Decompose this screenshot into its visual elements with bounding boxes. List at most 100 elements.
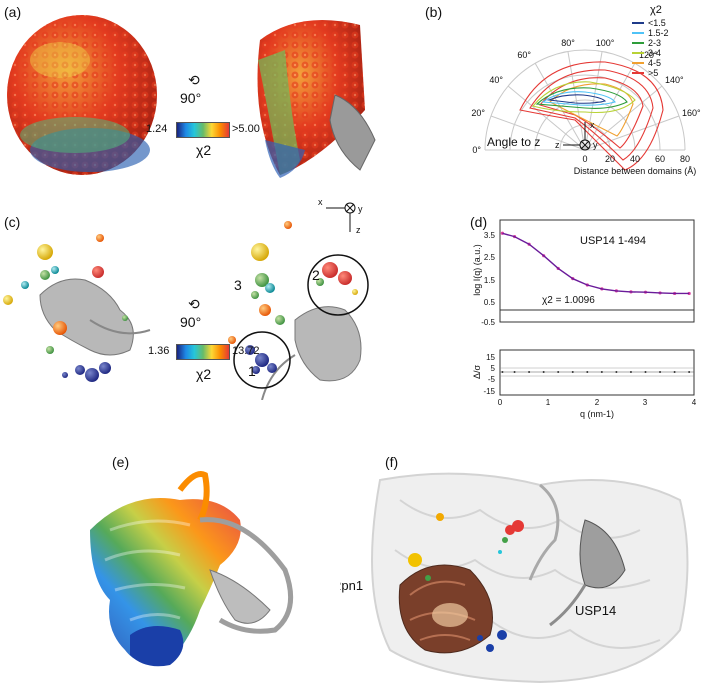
rotate-icon: ⟲ — [188, 296, 200, 312]
residual-point — [600, 371, 603, 373]
legend-label: >5 — [648, 68, 659, 78]
polar-legend-title: χ2 — [650, 4, 662, 16]
polar-axis-z: z — [555, 140, 560, 150]
res-tick: 5 — [491, 364, 496, 373]
cluster-label-2: 2 — [312, 267, 320, 283]
radial-tick-80: 80 — [680, 154, 690, 164]
panel-c-axis-y: y — [358, 204, 363, 214]
residual-point — [644, 371, 647, 373]
radial-tick-40: 40 — [630, 154, 640, 164]
angle-tick-20: 20° — [471, 108, 485, 118]
rotation-label-a: 90° — [180, 90, 202, 106]
saxs-chart: USP14 1-494 χ2 = 1.0096 3.5 2.5 1.5 0.5 … — [472, 219, 697, 419]
angle-tick-80: 80° — [561, 38, 575, 48]
legend-swatch — [632, 62, 644, 64]
x-tick: 3 — [643, 398, 648, 407]
angle-tick-60: 60° — [517, 50, 531, 60]
residual-point — [615, 371, 618, 373]
res-tick: -15 — [483, 387, 495, 396]
radial-tick-60: 60 — [655, 154, 665, 164]
rotation-label-c: 90° — [180, 314, 202, 330]
x-tick: 4 — [692, 398, 697, 407]
panel-c-axis-z: z — [356, 225, 361, 235]
colorbar-a-max: >5.00 — [232, 123, 260, 135]
label-rpn1: Rpn1 — [340, 578, 363, 593]
angle-tick-140: 140° — [665, 75, 684, 85]
residual-point — [571, 371, 574, 373]
legend-swatch — [632, 42, 644, 44]
polar-axis-y: y — [593, 140, 598, 150]
legend-swatch — [632, 52, 644, 54]
legend-label: <1.5 — [648, 18, 666, 28]
residual-point — [528, 371, 531, 373]
fit-curve — [502, 232, 690, 295]
panel-a-right-sphere-cloud — [257, 20, 376, 178]
legend-swatch — [632, 32, 644, 34]
panel-c-axis-x: x — [318, 200, 323, 207]
angle-tick-0: 0° — [472, 145, 481, 155]
cluster-2-circle — [307, 254, 369, 316]
colorbar-c — [176, 344, 230, 360]
residual-point — [557, 371, 560, 373]
angle-axis-label: Angle to z — [487, 135, 540, 149]
colorbar-c-max: 13.72 — [232, 345, 260, 357]
polar-legend: <1.5 1.5-2 2-3 3-4 4-5 >5 — [632, 18, 669, 78]
residual-point — [542, 371, 545, 373]
panel-label-c: (c) — [4, 214, 21, 230]
panel-label-b: (b) — [425, 4, 443, 20]
rotate-icon: ⟲ — [188, 72, 200, 88]
cluster-label-3: 3 — [234, 277, 242, 293]
legend-label: 1.5-2 — [648, 28, 669, 38]
x-tick: 1 — [546, 398, 551, 407]
x-axis-label: q (nm-1) — [580, 409, 614, 419]
residual-point — [586, 371, 589, 373]
polar-axis-x: x — [590, 120, 595, 130]
colorbar-a-min: 1.24 — [146, 123, 168, 135]
colorbar-a-label: χ2 — [196, 142, 212, 158]
angle-tick-160: 160° — [682, 108, 701, 118]
panel-b-polar-plot: 0° 20° 40° 60° 80° 100° 120° 140° 160° 0… — [471, 38, 701, 176]
legend-label: 2-3 — [648, 38, 662, 48]
y-tick: -0.5 — [481, 318, 495, 327]
x-tick: 0 — [498, 398, 503, 407]
legend-label: 4-5 — [648, 58, 662, 68]
cluster-label-1: 1 — [248, 363, 256, 379]
x-tick: 2 — [595, 398, 600, 407]
y-axis-label: log I(q) (a.u.) — [472, 244, 482, 296]
residual-point — [659, 371, 662, 373]
angle-tick-100: 100° — [596, 38, 615, 48]
colorbar-a — [176, 122, 230, 138]
residual-point — [629, 371, 632, 373]
residual-point — [501, 371, 504, 373]
y-tick: 3.5 — [484, 231, 496, 240]
residual-point — [673, 371, 676, 373]
radial-tick-20: 20 — [605, 154, 615, 164]
legend-label: 3-4 — [648, 48, 662, 58]
legend-swatch — [632, 22, 644, 24]
y-tick: 2.5 — [484, 253, 496, 262]
panel-label-d: (d) — [470, 214, 488, 230]
radial-tick-0: 0 — [582, 154, 587, 164]
panel-a-left-sphere-cloud — [7, 15, 157, 175]
residual-point — [688, 371, 691, 373]
panel-c-cluster-spheres: 1 2 3 x y z — [3, 200, 369, 400]
chart-title: USP14 1-494 — [580, 235, 646, 247]
y-tick: 0.5 — [484, 298, 496, 307]
angle-tick-120: 120° — [639, 50, 658, 60]
colorbar-c-min: 1.36 — [148, 345, 170, 357]
chi2-annotation: χ2 = 1.0096 — [542, 295, 595, 306]
res-tick: -5 — [488, 375, 496, 384]
label-usp14: USP14 — [575, 603, 616, 618]
y-tick: 1.5 — [484, 276, 496, 285]
panel-label-f: (f) — [385, 454, 399, 470]
angle-tick-40: 40° — [489, 75, 503, 85]
panel-e-ribbon-structure — [90, 471, 294, 667]
cluster-1-circle — [233, 331, 291, 389]
res-tick: 15 — [486, 353, 495, 362]
radial-axis-label: Distance between domains (Å) — [574, 166, 697, 176]
legend-swatch — [632, 72, 644, 74]
panel-label-a: (a) — [4, 4, 22, 20]
colorbar-c-label: χ2 — [196, 366, 212, 382]
panel-label-e: (e) — [112, 454, 130, 470]
panel-f-complex-structure: Rpn1 USP14 — [340, 472, 689, 684]
